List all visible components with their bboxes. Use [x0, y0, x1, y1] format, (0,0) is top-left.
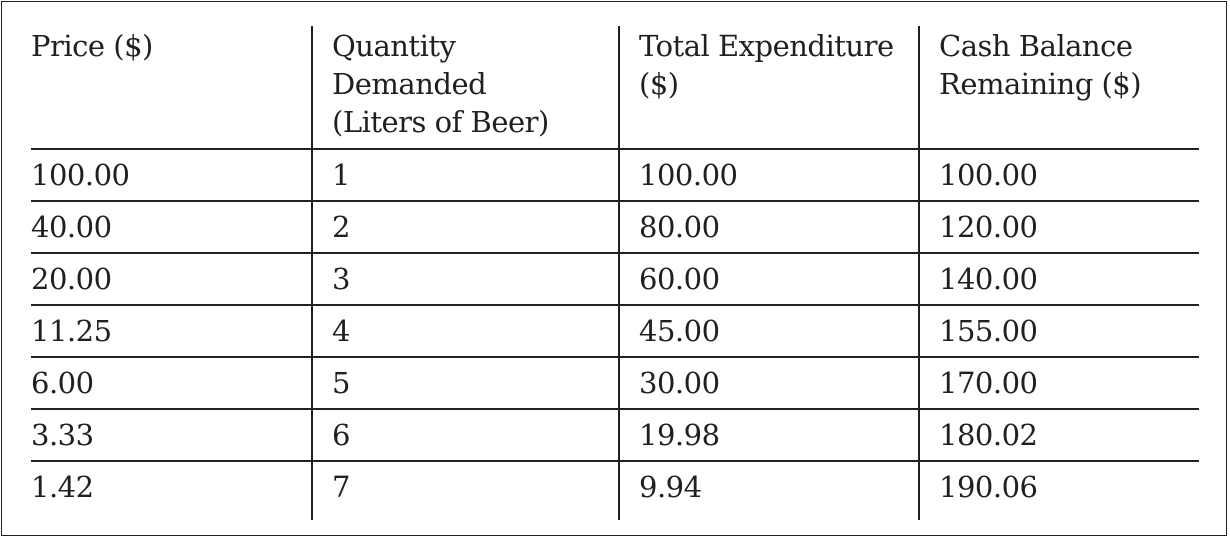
- cash-balance-cell: 155.00: [918, 305, 1199, 358]
- expenditure-cell: 45.00: [618, 305, 919, 358]
- header-text: Quantity: [332, 29, 456, 63]
- expenditure-cell: 9.94: [618, 461, 919, 520]
- quantity-cell: 2: [311, 201, 619, 254]
- header-text: Price ($): [31, 29, 153, 63]
- quantity-cell: 5: [311, 357, 619, 410]
- price-cell: 40.00: [31, 201, 312, 254]
- expenditure-cell: 19.98: [618, 409, 919, 462]
- quantity-cell: 1: [311, 149, 619, 202]
- expenditure-cell: 80.00: [618, 201, 919, 254]
- header-price: Price ($): [31, 26, 312, 150]
- quantity-cell: 7: [311, 461, 619, 520]
- demand-table: Price ($) Quantity Demanded (Liters of B…: [31, 26, 1199, 520]
- header-cash-balance: Cash Balance Remaining ($): [918, 26, 1199, 150]
- price-cell: 3.33: [31, 409, 312, 462]
- table-row: 40.00 2 80.00 120.00: [31, 201, 1199, 254]
- expenditure-cell: 100.00: [618, 149, 919, 202]
- table-row: 11.25 4 45.00 155.00: [31, 305, 1199, 358]
- cash-balance-cell: 170.00: [918, 357, 1199, 410]
- price-cell: 1.42: [31, 470, 94, 504]
- cash-balance-cell: 140.00: [918, 253, 1199, 306]
- cash-balance-cell: 100.00: [918, 149, 1199, 202]
- header-text: ($): [639, 67, 679, 101]
- price-cell: 100.00: [31, 149, 312, 202]
- table-row: 20.00 3 60.00 140.00: [31, 253, 1199, 306]
- expenditure-cell: 60.00: [618, 253, 919, 306]
- header-text: Demanded: [332, 67, 487, 101]
- table-row: 6.00 5 30.00 170.00: [31, 357, 1199, 410]
- cash-balance-cell: 180.02: [918, 409, 1199, 462]
- header-text: (Liters of Beer): [332, 105, 549, 139]
- price-cell: 11.25: [31, 305, 312, 358]
- cash-balance-cell: 120.00: [918, 201, 1199, 254]
- table-row: 100.00 1 100.00 100.00: [31, 149, 1199, 202]
- quantity-cell: 4: [311, 305, 619, 358]
- header-row: Price ($) Quantity Demanded (Liters of B…: [31, 26, 1199, 150]
- price-cell: 20.00: [31, 253, 312, 306]
- table-row: 3.33 6 19.98 180.02: [31, 409, 1199, 462]
- quantity-cell: 3: [311, 253, 619, 306]
- quantity-cell: 6: [311, 409, 619, 462]
- header-text: Total Expenditure: [639, 29, 894, 63]
- table-row: 1.42 7 9.94 190.06: [31, 461, 1199, 520]
- header-text: Remaining ($): [939, 67, 1142, 101]
- price-cell: 6.00: [31, 357, 312, 410]
- header-quantity-demanded: Quantity Demanded (Liters of Beer): [311, 26, 619, 150]
- expenditure-cell: 30.00: [618, 357, 919, 410]
- header-total-expenditure: Total Expenditure ($): [618, 26, 919, 150]
- header-text: Cash Balance: [939, 29, 1133, 63]
- cash-balance-cell: 190.06: [918, 461, 1199, 520]
